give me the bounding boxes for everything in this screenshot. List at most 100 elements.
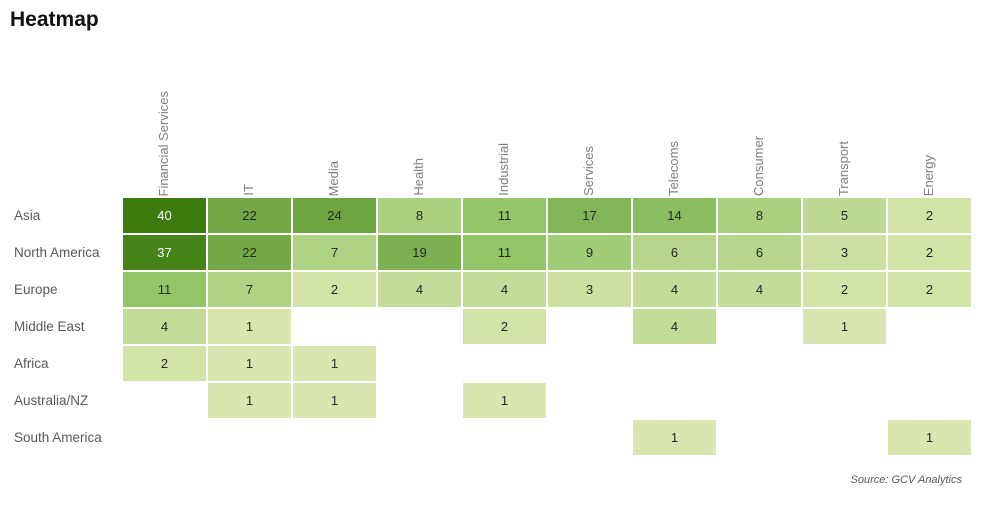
column-header-label: Services bbox=[581, 146, 596, 196]
heatmap-cell: 37 bbox=[123, 235, 206, 270]
heatmap-cell: 4 bbox=[633, 309, 716, 344]
heatmap-cell: 1 bbox=[803, 309, 886, 344]
heatmap-cell bbox=[293, 309, 376, 344]
column-header: Media bbox=[293, 58, 376, 196]
heatmap-cell: 1 bbox=[208, 383, 291, 418]
heatmap-cell: 3 bbox=[803, 235, 886, 270]
heatmap-cell: 8 bbox=[378, 198, 461, 233]
heatmap-cell bbox=[548, 383, 631, 418]
heatmap-cell: 11 bbox=[463, 198, 546, 233]
heatmap-cell bbox=[888, 309, 971, 344]
heatmap-cell bbox=[463, 346, 546, 381]
column-header-label: Industrial bbox=[496, 143, 511, 196]
heatmap-cell: 4 bbox=[123, 309, 206, 344]
heatmap-cell: 40 bbox=[123, 198, 206, 233]
heatmap-cell: 7 bbox=[293, 235, 376, 270]
heatmap-cell: 22 bbox=[208, 198, 291, 233]
column-header: Industrial bbox=[463, 58, 546, 196]
column-header: Financial Services bbox=[123, 58, 206, 197]
column-header: Consumer bbox=[718, 58, 801, 196]
heatmap-cell bbox=[718, 383, 801, 418]
column-header-label: Telecoms bbox=[666, 141, 681, 196]
heatmap-cell: 1 bbox=[633, 420, 716, 455]
heatmap-cell: 2 bbox=[123, 346, 206, 381]
heatmap-cell bbox=[208, 420, 291, 455]
column-header-label: Financial Services bbox=[156, 90, 171, 197]
heatmap-cell bbox=[888, 383, 971, 418]
heatmap-cell: 24 bbox=[293, 198, 376, 233]
heatmap-cell bbox=[803, 346, 886, 381]
row-label: Africa bbox=[14, 356, 49, 371]
heatmap-cell: 22 bbox=[208, 235, 291, 270]
column-header: Telecoms bbox=[633, 58, 716, 196]
heatmap-cell: 19 bbox=[378, 235, 461, 270]
column-header-label: Health bbox=[411, 158, 426, 196]
column-header: Health bbox=[378, 58, 461, 196]
heatmap-cell bbox=[803, 383, 886, 418]
heatmap-cell bbox=[378, 383, 461, 418]
heatmap-cell bbox=[718, 420, 801, 455]
heatmap-cell bbox=[378, 309, 461, 344]
heatmap-cell: 9 bbox=[548, 235, 631, 270]
column-header-label: Transport bbox=[836, 140, 851, 196]
heatmap-cell bbox=[803, 420, 886, 455]
heatmap-cell: 14 bbox=[633, 198, 716, 233]
heatmap-cell bbox=[888, 346, 971, 381]
page-title: Heatmap bbox=[10, 8, 99, 31]
heatmap-cell: 2 bbox=[888, 198, 971, 233]
heatmap-cell: 1 bbox=[463, 383, 546, 418]
heatmap-cell: 2 bbox=[888, 235, 971, 270]
column-header: IT bbox=[208, 58, 291, 196]
heatmap-cell: 11 bbox=[463, 235, 546, 270]
heatmap-cell: 6 bbox=[718, 235, 801, 270]
heatmap-cell bbox=[548, 346, 631, 381]
heatmap-cell: 4 bbox=[378, 272, 461, 307]
heatmap-cell bbox=[378, 420, 461, 455]
heatmap-cell: 1 bbox=[293, 383, 376, 418]
heatmap-cell: 6 bbox=[633, 235, 716, 270]
heatmap-cell bbox=[633, 346, 716, 381]
column-header-label: Energy bbox=[921, 154, 936, 196]
heatmap-cell bbox=[123, 383, 206, 418]
row-label: South America bbox=[14, 430, 102, 445]
heatmap-cell: 2 bbox=[293, 272, 376, 307]
column-header: Energy bbox=[888, 58, 971, 196]
column-header: Services bbox=[548, 58, 631, 196]
heatmap-grid: Financial Services IT Media Health Industria… bbox=[10, 58, 971, 455]
heatmap-cell: 1 bbox=[208, 346, 291, 381]
heatmap-cell: 2 bbox=[463, 309, 546, 344]
row-label: Asia bbox=[14, 208, 41, 223]
heatmap-cell: 2 bbox=[803, 272, 886, 307]
heatmap-cell: 4 bbox=[633, 272, 716, 307]
heatmap-cell bbox=[123, 420, 206, 455]
heatmap-cell: 5 bbox=[803, 198, 886, 233]
heatmap-corner-spacer bbox=[10, 58, 121, 196]
heatmap-cell: 8 bbox=[718, 198, 801, 233]
heatmap-cell: 1 bbox=[888, 420, 971, 455]
heatmap-cell: 4 bbox=[463, 272, 546, 307]
heatmap-cell bbox=[293, 420, 376, 455]
source-note: Source: GCV Analytics bbox=[850, 474, 962, 486]
heatmap-cell bbox=[463, 420, 546, 455]
heatmap-cell: 4 bbox=[718, 272, 801, 307]
row-label: North America bbox=[14, 245, 100, 260]
heatmap-cell bbox=[718, 309, 801, 344]
heatmap-cell bbox=[548, 420, 631, 455]
heatmap-cell bbox=[718, 346, 801, 381]
heatmap-cell: 17 bbox=[548, 198, 631, 233]
heatmap-cell: 1 bbox=[208, 309, 291, 344]
row-label: Australia/NZ bbox=[14, 393, 89, 408]
heatmap-cell: 2 bbox=[888, 272, 971, 307]
heatmap-cell: 1 bbox=[293, 346, 376, 381]
column-header-label: Consumer bbox=[751, 136, 766, 196]
heatmap-cell bbox=[378, 346, 461, 381]
heatmap-cell: 3 bbox=[548, 272, 631, 307]
heatmap-cell bbox=[548, 309, 631, 344]
column-header-label: IT bbox=[241, 184, 256, 196]
column-header-label: Media bbox=[326, 160, 341, 196]
heatmap-cell: 7 bbox=[208, 272, 291, 307]
heatmap-cell: 11 bbox=[123, 272, 206, 307]
row-label: Europe bbox=[14, 282, 58, 297]
row-label: Middle East bbox=[14, 319, 85, 334]
